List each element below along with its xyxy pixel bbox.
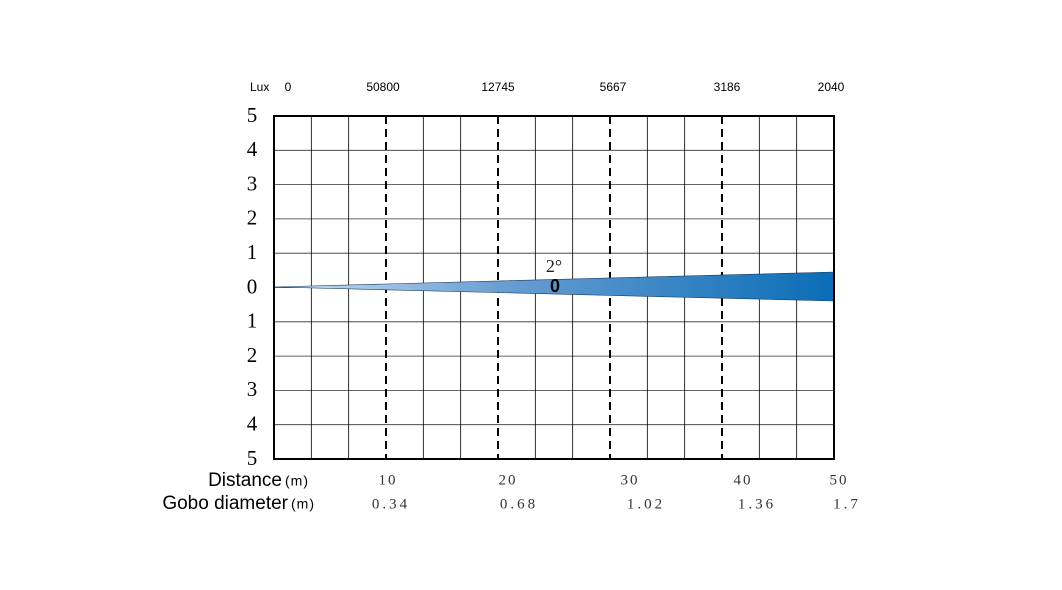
distance-value: 10 [379, 472, 398, 488]
distance-value: 20 [499, 472, 518, 488]
distance-value: 30 [621, 472, 640, 488]
y-label: 2 [247, 343, 258, 367]
plot-frame [273, 115, 835, 460]
y-label: 1 [247, 309, 258, 333]
gobo-value: 1.36 [738, 496, 776, 512]
y-label: 4 [247, 137, 258, 161]
gobo-value: 1.7 [833, 496, 861, 512]
distance-value: 40 [734, 472, 753, 488]
gobo-value: 1.02 [627, 496, 665, 512]
gobo-label: Gobo diameter [162, 493, 288, 514]
lux-value: 0 [285, 80, 292, 94]
lux-value: 3186 [714, 80, 741, 94]
y-label: 1 [247, 240, 258, 264]
y-label: 3 [247, 377, 258, 401]
gobo-value: 0.68 [500, 496, 538, 512]
y-label: 3 [247, 171, 258, 195]
y-label: 4 [247, 412, 258, 436]
lux-value: 2040 [818, 80, 845, 94]
y-label: 2 [247, 206, 258, 230]
beam-angle: 2° [546, 256, 562, 276]
lux-label: Lux [250, 80, 269, 94]
distance-value: 50 [830, 472, 849, 488]
y-label: 0 [247, 274, 258, 298]
lux-value: 5667 [600, 80, 627, 94]
y-label: 5 [247, 446, 258, 470]
gobo-value: 0.34 [372, 496, 410, 512]
distance-label: Distance [208, 470, 282, 491]
gobo-unit: (m) [291, 496, 315, 512]
lux-value: 50800 [366, 80, 400, 94]
y-label: 5 [247, 103, 258, 127]
distance-unit: (m) [285, 473, 309, 489]
lux-value: 12745 [481, 80, 515, 94]
beam-marker: 0 [550, 276, 560, 296]
